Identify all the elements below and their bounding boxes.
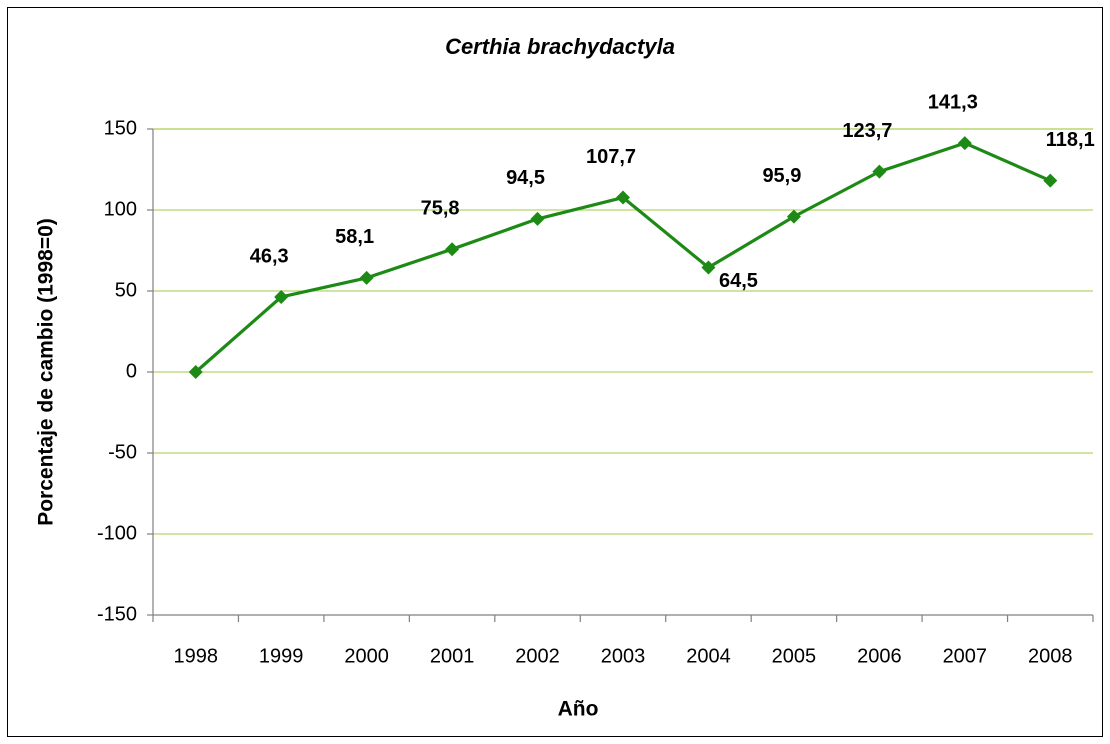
- data-label: 107,7: [586, 146, 636, 168]
- y-tick-label: -150: [97, 603, 137, 625]
- data-point: [188, 365, 203, 379]
- x-tick-label: 2007: [943, 645, 988, 667]
- x-tick-label: 2003: [601, 645, 646, 667]
- x-tick-label: 1999: [259, 645, 304, 667]
- y-axis-label: Porcentaje de cambio (1998=0): [35, 218, 58, 526]
- data-point: [1043, 173, 1058, 188]
- data-label: 94,5: [506, 167, 545, 189]
- x-axis-label: Año: [558, 698, 599, 721]
- data-point: [616, 190, 630, 205]
- y-tick-label: -100: [97, 522, 137, 544]
- chart-title: Certhia brachydactyla: [445, 34, 675, 59]
- data-point: [957, 136, 972, 151]
- data-point: [872, 164, 887, 179]
- data-label: 95,9: [762, 165, 801, 187]
- data-point: [701, 260, 716, 275]
- y-tick-label: 150: [104, 117, 137, 139]
- y-tick-label: 100: [104, 198, 137, 220]
- x-tick-label: 1998: [173, 645, 218, 667]
- data-point: [359, 270, 374, 285]
- x-tick-label: 2001: [430, 645, 475, 667]
- data-point: [274, 289, 289, 304]
- x-tick-label: 2004: [686, 645, 731, 667]
- y-tick-label: 50: [115, 279, 137, 301]
- data-label: 118,1: [1046, 129, 1095, 151]
- x-tick-label: 2002: [515, 645, 560, 667]
- data-label: 58,1: [335, 226, 374, 248]
- x-tick-label: 2008: [1028, 645, 1073, 667]
- data-label: 141,3: [928, 91, 978, 113]
- y-tick-label: -50: [108, 441, 137, 463]
- data-point: [445, 242, 460, 257]
- y-tick-label: 0: [126, 360, 137, 382]
- x-tick-label: 2006: [857, 645, 902, 667]
- x-tick-label: 2005: [772, 645, 817, 667]
- data-point: [530, 211, 545, 226]
- data-label: 75,8: [421, 197, 460, 219]
- data-label: 123,7: [842, 120, 892, 142]
- data-label: 46,3: [250, 245, 289, 267]
- x-tick-label: 2000: [344, 645, 389, 667]
- data-label: 64,5: [719, 270, 758, 292]
- data-point: [786, 209, 801, 224]
